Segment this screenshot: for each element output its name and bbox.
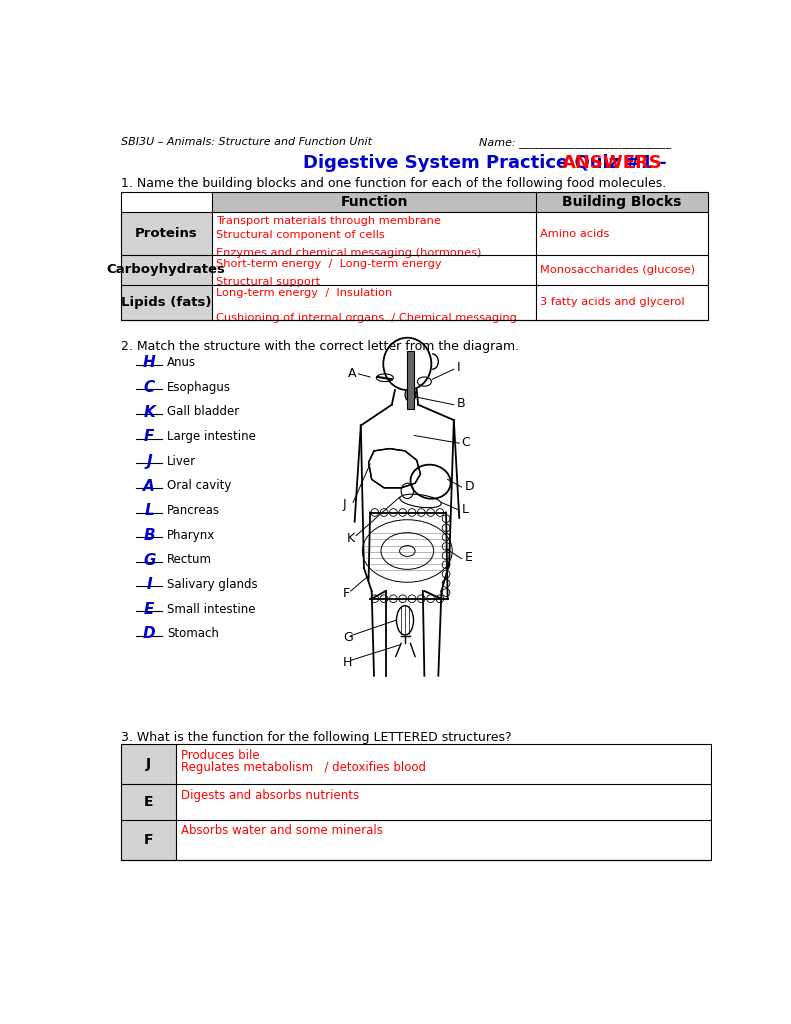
Text: H: H [343,656,352,669]
Text: SBI3U – Animals: Structure and Function Unit: SBI3U – Animals: Structure and Function … [120,137,372,146]
Text: E: E [144,602,154,616]
Text: Long-term energy  /  Insulation: Long-term energy / Insulation [216,289,392,298]
Text: Absorbs water and some minerals: Absorbs water and some minerals [181,824,383,838]
Text: 2. Match the structure with the correct letter from the diagram.: 2. Match the structure with the correct … [120,340,519,353]
Text: G: G [343,631,353,644]
Text: Name: ___________________________: Name: ___________________________ [479,137,671,147]
Text: A: A [348,367,356,380]
Bar [120,744,711,860]
Text: Structural component of cells: Structural component of cells [216,229,384,240]
Text: Building Blocks: Building Blocks [562,196,682,209]
Text: Stomach: Stomach [167,628,219,640]
Text: Anus: Anus [167,356,196,370]
Bar [407,351,414,409]
Text: G: G [143,553,156,567]
Text: Small intestine: Small intestine [167,602,255,615]
Text: Function: Function [340,196,407,209]
Text: Gall bladder: Gall bladder [167,406,240,419]
Text: ANSWERS: ANSWERS [562,154,663,172]
Text: Salivary glands: Salivary glands [167,578,258,591]
Text: A: A [143,478,155,494]
Text: B: B [143,528,155,543]
Text: I: I [146,578,152,592]
Text: J: J [146,758,151,771]
Bar [120,820,176,860]
Text: Oral cavity: Oral cavity [167,479,232,493]
Text: Pancreas: Pancreas [167,504,220,517]
Text: Carboyhydrates: Carboyhydrates [107,263,225,276]
Text: Liver: Liver [167,455,196,468]
Text: 1. Name the building blocks and one function for each of the following food mole: 1. Name the building blocks and one func… [120,177,666,189]
Ellipse shape [405,388,416,401]
Text: Digests and absorbs nutrients: Digests and absorbs nutrients [181,788,359,802]
Text: Amino acids: Amino acids [539,228,609,239]
Text: E: E [464,552,472,564]
Bar [120,193,708,319]
Text: Rectum: Rectum [167,553,212,566]
Bar [120,255,212,285]
Bar [212,193,708,212]
Text: Large intestine: Large intestine [167,430,256,443]
Text: Transport materials through membrane: Transport materials through membrane [216,216,441,226]
Text: L: L [462,503,468,516]
Text: D: D [464,480,475,493]
Text: H: H [143,355,156,371]
Text: F: F [144,429,154,444]
Bar [120,285,212,319]
Text: Structural support: Structural support [216,278,320,288]
Text: Digestive System Practice Quiz #1 -: Digestive System Practice Quiz #1 - [303,154,672,172]
Text: Esophagus: Esophagus [167,381,231,394]
Text: I: I [457,361,460,374]
Text: L: L [145,503,154,518]
Text: C: C [144,380,155,395]
Text: E: E [144,795,153,809]
Text: 3 fatty acids and glycerol: 3 fatty acids and glycerol [539,297,684,307]
Text: Proteins: Proteins [135,227,198,241]
Text: Lipids (fats): Lipids (fats) [121,296,211,309]
Text: Cushioning of internal organs  / Chemical messaging: Cushioning of internal organs / Chemical… [216,312,517,323]
Text: Monosaccharides (glucose): Monosaccharides (glucose) [539,265,694,275]
Text: C: C [462,436,471,449]
Text: 3. What is the function for the following LETTERED structures?: 3. What is the function for the followin… [120,731,511,744]
Bar [120,212,212,255]
Text: K: K [143,404,155,420]
Bar [120,744,176,784]
Text: F: F [343,587,350,600]
Text: K: K [347,532,355,545]
Text: Regulates metabolism   / detoxifies blood: Regulates metabolism / detoxifies blood [181,761,426,774]
Text: J: J [146,454,152,469]
Text: Produces bile: Produces bile [181,749,259,762]
Text: F: F [144,833,153,847]
Text: B: B [457,397,466,411]
Text: D: D [143,627,156,641]
Text: J: J [343,499,346,511]
Text: Short-term energy  /  Long-term energy: Short-term energy / Long-term energy [216,259,441,269]
Text: Enzymes and chemical messaging (hormones): Enzymes and chemical messaging (hormones… [216,248,481,258]
Bar [120,784,176,820]
Text: Pharynx: Pharynx [167,528,215,542]
